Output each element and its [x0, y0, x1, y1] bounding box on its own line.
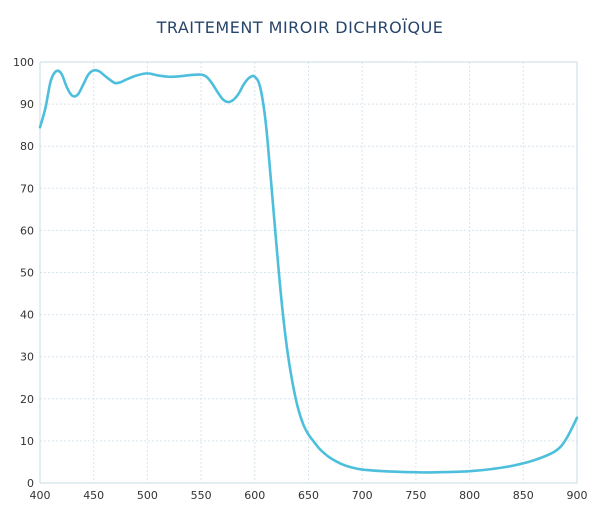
chart-title: TRAITEMENT MIROIR DICHROÏQUE: [156, 18, 444, 37]
y-tick-label-50: 50: [20, 267, 34, 280]
y-tick-label-10: 10: [20, 435, 34, 448]
y-tick-label-20: 20: [20, 393, 34, 406]
x-tick-label-500: 500: [137, 489, 158, 502]
y-tick-label-90: 90: [20, 98, 34, 111]
y-tick-label-40: 40: [20, 309, 34, 322]
x-tick-label-750: 750: [405, 489, 426, 502]
x-tick-label-800: 800: [459, 489, 480, 502]
x-tick-label-850: 850: [513, 489, 534, 502]
x-tick-label-400: 400: [30, 489, 51, 502]
x-tick-label-900: 900: [567, 489, 588, 502]
y-tick-label-100: 100: [13, 56, 34, 69]
x-tick-label-650: 650: [298, 489, 319, 502]
x-tick-label-450: 450: [83, 489, 104, 502]
axis-tick-labels: 400 450 500 550 600 650 700 750 800 850 900 0 10 20 30…: [13, 56, 588, 502]
series-line-0: [38, 68, 579, 474]
x-tick-label-600: 600: [244, 489, 265, 502]
y-tick-label-80: 80: [20, 140, 34, 153]
y-tick-label-30: 30: [20, 351, 34, 364]
grid-lines: [39, 61, 578, 484]
x-tick-label-550: 550: [191, 489, 212, 502]
x-tick-label-700: 700: [352, 489, 373, 502]
y-tick-label-60: 60: [20, 224, 34, 237]
y-tick-label-70: 70: [20, 182, 34, 195]
series-layer: [38, 68, 579, 474]
y-tick-label-0: 0: [27, 477, 34, 490]
